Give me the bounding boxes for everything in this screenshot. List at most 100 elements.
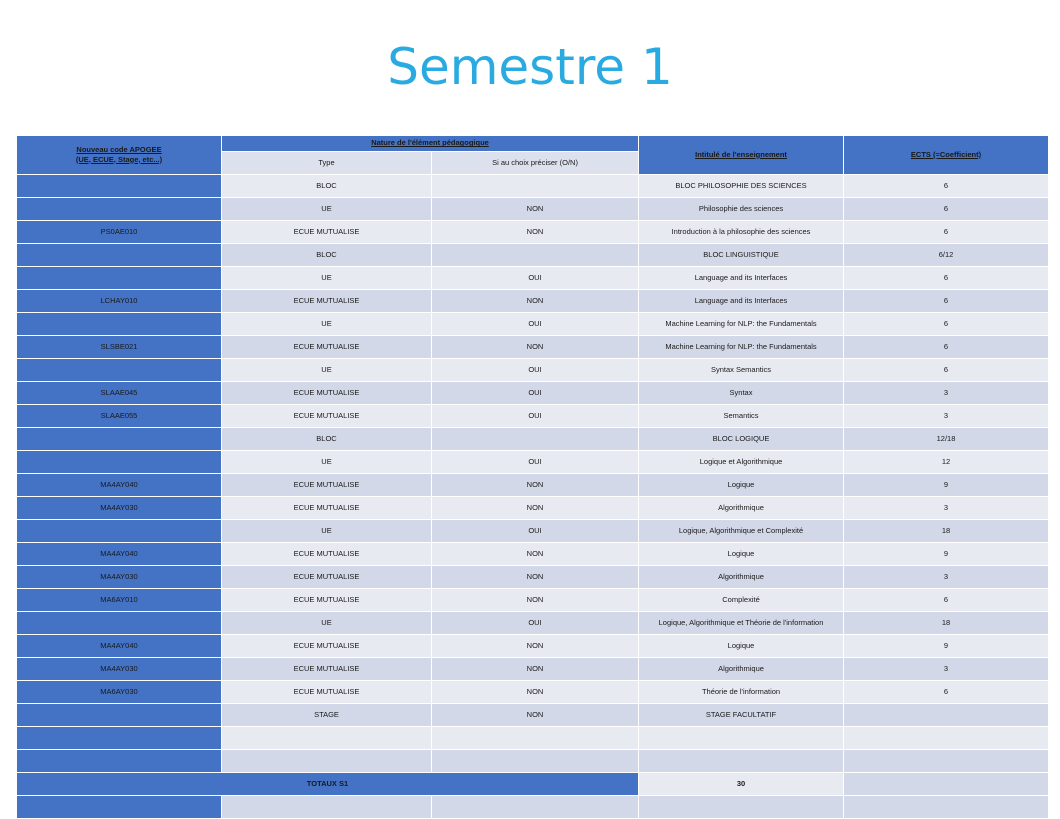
cell-intitule[interactable]: Syntax: [639, 381, 844, 404]
cell-code[interactable]: [17, 266, 221, 289]
cell-code[interactable]: [17, 703, 221, 726]
cell-ects[interactable]: [844, 726, 1049, 749]
cell-type[interactable]: ECUE MUTUALISE: [222, 565, 431, 588]
cell-ects[interactable]: 3: [844, 404, 1049, 427]
table-row[interactable]: MA4AY030 ECUE MUTUALISE NON Algorithmique 3: [17, 496, 1049, 519]
cell-ects[interactable]: 3: [844, 657, 1049, 680]
cell-intitule[interactable]: Complexité: [639, 588, 844, 611]
table-row[interactable]: SLAAE055 ECUE MUTUALISE OUI Semantics 3: [17, 404, 1049, 427]
cell-code[interactable]: MA4AY030: [17, 496, 221, 519]
cell-code[interactable]: [17, 358, 221, 381]
cell-type[interactable]: ECUE MUTUALISE: [222, 680, 431, 703]
cell-intitule[interactable]: BLOC PHILOSOPHIE DES SCIENCES: [639, 174, 844, 197]
cell-ects[interactable]: 6: [844, 174, 1049, 197]
cell-type[interactable]: ECUE MUTUALISE: [222, 381, 431, 404]
cell-code[interactable]: [17, 450, 221, 473]
cell-intitule[interactable]: Language and its Interfaces: [639, 289, 844, 312]
cell-code[interactable]: MA4AY030: [17, 657, 221, 680]
cell-type[interactable]: ECUE MUTUALISE: [222, 404, 431, 427]
table-row[interactable]: UE OUI Logique et Algorithmique 12: [17, 450, 1049, 473]
cell-ects[interactable]: 9: [844, 542, 1049, 565]
cell-ects[interactable]: 3: [844, 496, 1049, 519]
cell-intitule[interactable]: STAGE FACULTATIF: [639, 703, 844, 726]
cell-code[interactable]: [17, 243, 221, 266]
table-row[interactable]: MA6AY010 ECUE MUTUALISE NON Complexité 6: [17, 588, 1049, 611]
table-row[interactable]: UE OUI Syntax Semantics 6: [17, 358, 1049, 381]
cell-choix[interactable]: NON: [432, 634, 639, 657]
table-row[interactable]: MA4AY040 ECUE MUTUALISE NON Logique 9: [17, 542, 1049, 565]
table-row[interactable]: SLSBE021 ECUE MUTUALISE NON Machine Learnin…: [17, 335, 1049, 358]
cell-ects[interactable]: 6: [844, 220, 1049, 243]
cell-intitule[interactable]: BLOC LOGIQUE: [639, 427, 844, 450]
table-row[interactable]: UE OUI Logique, Algorithmique et Complexit…: [17, 519, 1049, 542]
cell-type[interactable]: UE: [222, 312, 431, 335]
cell-type[interactable]: ECUE MUTUALISE: [222, 473, 431, 496]
cell-ects[interactable]: 9: [844, 634, 1049, 657]
cell-type[interactable]: UE: [222, 266, 431, 289]
cell-intitule[interactable]: Logique: [639, 542, 844, 565]
cell-type[interactable]: UE: [222, 197, 431, 220]
cell-type[interactable]: UE: [222, 611, 431, 634]
cell-choix[interactable]: NON: [432, 588, 639, 611]
cell-code[interactable]: [17, 174, 221, 197]
cell-ects[interactable]: [844, 703, 1049, 726]
cell-type[interactable]: ECUE MUTUALISE: [222, 634, 431, 657]
cell-intitule[interactable]: Machine Learning for NLP: the Fundamenta…: [639, 335, 844, 358]
table-row[interactable]: PS0AE010 ECUE MUTUALISE NON Introduction à …: [17, 220, 1049, 243]
cell-choix[interactable]: NON: [432, 565, 639, 588]
cell-choix[interactable]: NON: [432, 335, 639, 358]
cell-code[interactable]: SLAAE055: [17, 404, 221, 427]
cell-choix[interactable]: OUI: [432, 519, 639, 542]
cell-ects[interactable]: 6: [844, 588, 1049, 611]
cell-type[interactable]: ECUE MUTUALISE: [222, 220, 431, 243]
cell-choix[interactable]: OUI: [432, 450, 639, 473]
cell-intitule[interactable]: Philosophie des sciences: [639, 197, 844, 220]
table-row[interactable]: STAGE NON STAGE FACULTATIF: [17, 703, 1049, 726]
cell-choix[interactable]: OUI: [432, 312, 639, 335]
cell-choix[interactable]: OUI: [432, 611, 639, 634]
cell-intitule[interactable]: Logique: [639, 473, 844, 496]
cell-type[interactable]: UE: [222, 519, 431, 542]
cell-ects[interactable]: 6: [844, 358, 1049, 381]
cell-intitule[interactable]: [639, 749, 844, 772]
cell-choix[interactable]: NON: [432, 542, 639, 565]
cell-intitule[interactable]: Introduction à la philosophie des scienc…: [639, 220, 844, 243]
table-row[interactable]: MA4AY030 ECUE MUTUALISE NON Algorithmique 3: [17, 657, 1049, 680]
table-row[interactable]: LCHAY010 ECUE MUTUALISE NON Language and it…: [17, 289, 1049, 312]
cell-choix[interactable]: NON: [432, 220, 639, 243]
table-row[interactable]: SLAAE045 ECUE MUTUALISE OUI Syntax 3: [17, 381, 1049, 404]
cell-intitule[interactable]: BLOC LINGUISTIQUE: [639, 243, 844, 266]
cell-ects[interactable]: 9: [844, 473, 1049, 496]
cell-code[interactable]: [17, 749, 221, 772]
cell-ects[interactable]: 18: [844, 519, 1049, 542]
table-row[interactable]: UE OUI Machine Learning for NLP: the Funda…: [17, 312, 1049, 335]
cell-code[interactable]: [17, 427, 221, 450]
cell-choix[interactable]: [432, 427, 639, 450]
table-row[interactable]: BLOC BLOC LINGUISTIQUE 6/12: [17, 243, 1049, 266]
cell-choix[interactable]: NON: [432, 703, 639, 726]
cell-intitule[interactable]: Language and its Interfaces: [639, 266, 844, 289]
cell-choix[interactable]: OUI: [432, 404, 639, 427]
cell-ects[interactable]: 6: [844, 335, 1049, 358]
cell-intitule[interactable]: [639, 726, 844, 749]
cell-code[interactable]: LCHAY010: [17, 289, 221, 312]
cell-ects[interactable]: 12: [844, 450, 1049, 473]
table-row[interactable]: BLOC BLOC PHILOSOPHIE DES SCIENCES 6: [17, 174, 1049, 197]
cell-type[interactable]: BLOC: [222, 243, 431, 266]
cell-ects[interactable]: 6: [844, 289, 1049, 312]
cell-type[interactable]: ECUE MUTUALISE: [222, 289, 431, 312]
cell-intitule[interactable]: Théorie de l'information: [639, 680, 844, 703]
cell-choix[interactable]: NON: [432, 680, 639, 703]
cell-choix[interactable]: [432, 174, 639, 197]
cell-intitule[interactable]: Algorithmique: [639, 565, 844, 588]
cell-ects[interactable]: 6: [844, 197, 1049, 220]
cell-ects[interactable]: 12/18: [844, 427, 1049, 450]
table-row[interactable]: [17, 749, 1049, 772]
cell-choix[interactable]: NON: [432, 197, 639, 220]
cell-choix[interactable]: NON: [432, 496, 639, 519]
cell-code[interactable]: [17, 312, 221, 335]
table-row[interactable]: MA6AY030 ECUE MUTUALISE NON Théorie de l'in…: [17, 680, 1049, 703]
cell-intitule[interactable]: Machine Learning for NLP: the Fundamenta…: [639, 312, 844, 335]
cell-choix[interactable]: [432, 749, 639, 772]
cell-choix[interactable]: OUI: [432, 266, 639, 289]
